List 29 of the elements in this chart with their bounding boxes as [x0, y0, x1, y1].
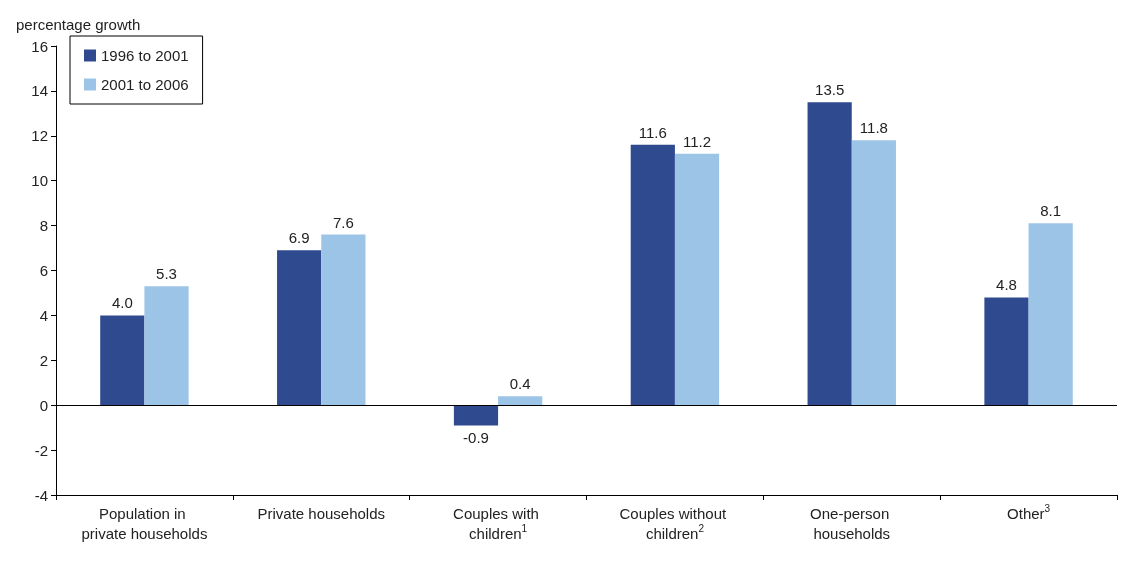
- data-label: -0.9: [463, 429, 489, 447]
- y-tick-label: 2: [39, 351, 48, 369]
- data-label: 5.3: [156, 265, 177, 283]
- y-tick-label: 0: [39, 396, 48, 414]
- data-label: 0.4: [509, 375, 531, 393]
- y-tick-label: 6: [39, 262, 48, 279]
- data-label: 6.9: [288, 229, 310, 247]
- y-tick-label: 12: [31, 127, 48, 145]
- data-label: 7.6: [332, 213, 354, 231]
- y-tick-label: 14: [31, 82, 48, 100]
- y-tick-label: 10: [31, 172, 48, 190]
- data-label: 11.6: [638, 123, 667, 141]
- data-label: 4.0: [111, 294, 133, 312]
- legend-label: 1996 to 2001: [101, 47, 189, 64]
- y-tick-label: -2: [34, 441, 48, 459]
- data-label: 4.8: [996, 276, 1017, 294]
- x-tick-label: Private households: [257, 504, 386, 522]
- y-tick-label: -4: [34, 486, 48, 504]
- x-tick-label: One-person households: [810, 504, 894, 542]
- x-tick-label: Population in private households: [81, 504, 208, 542]
- y-tick-label: 16: [31, 37, 48, 55]
- y-tick-label: 4: [39, 306, 48, 324]
- data-label: 11.8: [859, 119, 888, 137]
- legend-label: 2001 to 2006: [101, 76, 189, 93]
- data-label: 8.1: [1040, 202, 1062, 220]
- y-tick-label: 8: [39, 217, 48, 235]
- y-axis-title: percentage growth: [16, 16, 141, 33]
- data-label: 11.2: [682, 132, 712, 150]
- data-label: 13.5: [815, 81, 845, 99]
